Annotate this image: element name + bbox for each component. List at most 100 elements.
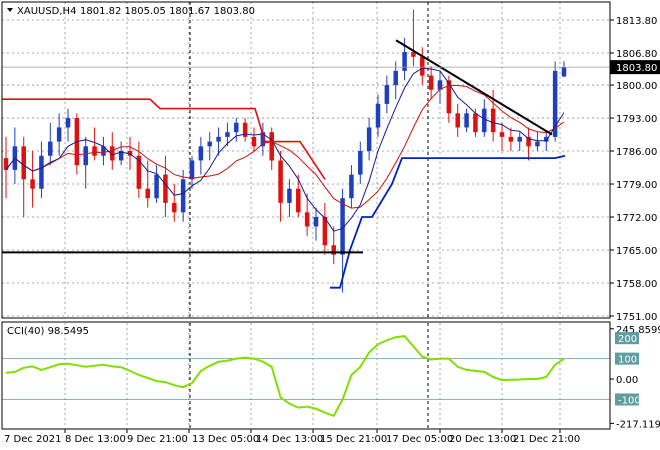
cci-level-tag (615, 352, 639, 365)
cci-pane (2, 335, 610, 418)
symbol-label: XAUUSD,H4 (17, 6, 76, 17)
bearish-candle (322, 217, 328, 246)
price-tick-label: 1786.00 (616, 147, 657, 158)
bearish-candle (110, 146, 115, 161)
bullish-candle (189, 160, 195, 180)
bullish-candle (180, 179, 186, 213)
indicator-lines (2, 39, 610, 289)
slow-moving-average-line (5, 85, 565, 209)
bullish-candle (225, 132, 230, 137)
cci-tick-label: 0.00 (616, 375, 638, 386)
bullish-candle (260, 132, 266, 147)
current-price-label: 1803.80 (616, 63, 657, 74)
cci-tick-label: 200 (618, 334, 637, 345)
price-tick-label: 1806.80 (616, 49, 657, 60)
bullish-candle (313, 217, 319, 227)
price-tick-label: 1772.00 (616, 213, 657, 224)
time-tick-label: 21 Dec 21:00 (513, 434, 580, 445)
bullish-candle (402, 52, 407, 71)
main-pane-frame (1, 1, 611, 319)
bearish-candle (127, 151, 133, 156)
cci-line (5, 335, 565, 418)
descending-trendline (395, 39, 553, 136)
bearish-candle (455, 113, 460, 128)
bearish-candle (508, 136, 514, 142)
axes: 1813.80 1806.80 1800.00 1793.00 1786.00 1779.… (4, 16, 660, 445)
bearish-candle (3, 158, 9, 170)
bullish-candle (48, 141, 53, 156)
bearish-candle (331, 245, 336, 255)
price-tick-label: 1779.00 (616, 180, 657, 191)
bullish-candle (154, 174, 159, 199)
cci-pane-frame (1, 321, 611, 430)
bearish-candle (420, 56, 425, 76)
bearish-candle (446, 80, 452, 114)
time-tick-label: 9 Dec 21:00 (127, 434, 188, 445)
bullish-candle (65, 118, 71, 128)
cci-tick-label: 100 (618, 355, 637, 366)
chart-grid (2, 2, 610, 428)
bullish-candle (561, 67, 567, 77)
bullish-candle (118, 151, 124, 161)
price-tick-label: 1751.00 (616, 312, 657, 323)
bullish-candle (39, 155, 44, 189)
bullish-candle (464, 113, 469, 128)
bullish-candle (198, 146, 204, 161)
bullish-candle (366, 127, 372, 152)
cci-level-tag (615, 393, 639, 406)
bearish-candle (21, 146, 26, 180)
triangle-down-icon[interactable] (7, 8, 13, 12)
bullish-candle (101, 146, 106, 156)
bearish-candle (163, 174, 168, 203)
bullish-candle (437, 80, 443, 90)
trailing-stop-line (2, 98, 326, 180)
price-tick-label: 1765.00 (616, 246, 657, 257)
bullish-candle (393, 70, 398, 86)
time-tick-label: 13 Dec 05:00 (192, 434, 259, 445)
time-tick-label: 7 Dec 2021 (4, 434, 62, 445)
bullish-candle (216, 136, 221, 142)
bearish-candle (269, 132, 274, 161)
bearish-candle (145, 188, 150, 199)
time-tick-label: 15 Dec 21:00 (320, 434, 387, 445)
bullish-candle (535, 141, 540, 147)
bullish-candle (234, 122, 239, 133)
bearish-candle (499, 132, 505, 137)
time-tick-label: 17 Dec 05:00 (386, 434, 453, 445)
bullish-candle (287, 188, 292, 203)
cci-level-tag (615, 332, 639, 345)
bearish-candle (473, 113, 478, 133)
current-price-tag (610, 60, 660, 75)
bearish-candle (296, 188, 301, 213)
bearish-candle (251, 136, 257, 147)
bullish-candle (544, 136, 549, 142)
bullish-candle (340, 198, 345, 255)
price-tick-label: 1800.00 (616, 81, 657, 92)
bearish-candle (92, 146, 97, 156)
bullish-candle (517, 136, 522, 142)
bullish-candle (552, 70, 558, 137)
price-tick-label: 1758.00 (616, 279, 657, 290)
bullish-candle (56, 127, 62, 142)
ohlc-label: 1801.82 1805.05 1801.67 1803.80 (80, 6, 255, 17)
bullish-candle (207, 141, 212, 147)
cci-label: CCI(40) 98.5495 (7, 326, 89, 337)
bullish-candle (83, 146, 88, 166)
cci-tick-label: -100 (618, 395, 641, 406)
bearish-candle (304, 212, 310, 227)
bullish-candle (358, 151, 363, 175)
fast-moving-average-line (5, 67, 565, 232)
bullish-candle (482, 108, 487, 133)
price-tick-label: 1793.00 (616, 114, 657, 125)
time-tick-label: 14 Dec 13:00 (256, 434, 323, 445)
bullish-candle (384, 85, 390, 104)
bearish-candle (278, 160, 283, 203)
time-tick-label: 8 Dec 13:00 (65, 434, 126, 445)
time-tick-label: 20 Dec 13:00 (449, 434, 516, 445)
support-trail-line (330, 154, 566, 289)
bullish-candle (349, 174, 354, 199)
candlestick-series (3, 9, 567, 293)
bullish-candle (375, 103, 381, 128)
bearish-candle (30, 179, 35, 189)
